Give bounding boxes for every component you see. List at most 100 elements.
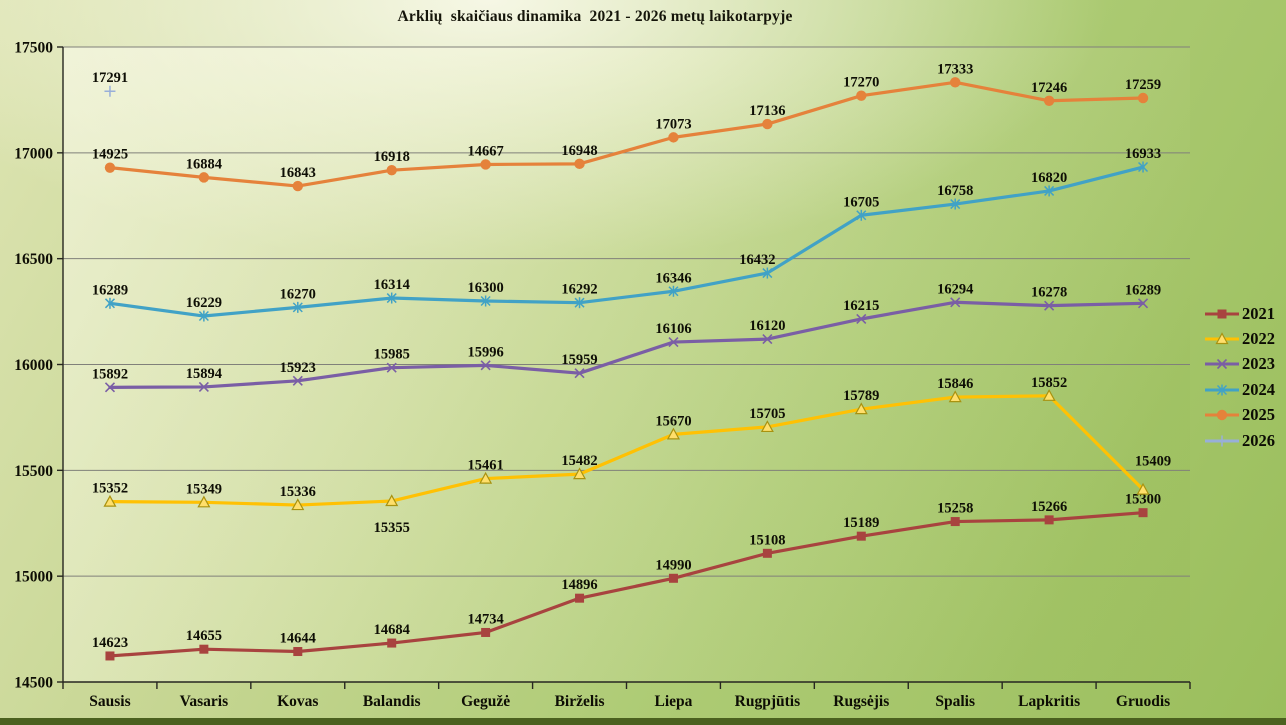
- y-axis-tick-label: 16000: [14, 357, 53, 374]
- data-point-label: 16270: [280, 286, 316, 302]
- data-point-label: 17246: [1031, 80, 1067, 96]
- data-point-label: 15266: [1031, 499, 1067, 515]
- legend-item-2021: 2021: [1204, 301, 1275, 326]
- x-axis-category-label: Vasaris: [180, 693, 229, 710]
- data-point-label: 16346: [655, 270, 691, 286]
- data-point-label: 14925: [92, 147, 128, 163]
- data-point-label: 14623: [92, 635, 128, 651]
- y-axis-tick-label: 14500: [14, 675, 53, 692]
- data-point-label: 14667: [468, 143, 504, 159]
- gridlines: [63, 46, 1190, 577]
- data-point-label: 15670: [655, 413, 691, 429]
- data-point-label: 15336: [280, 484, 316, 500]
- x-axis-category-label: Rugpjūtis: [735, 693, 800, 710]
- legend-item-2025: 2025: [1204, 403, 1275, 428]
- data-point-label: 15959: [561, 352, 597, 368]
- axes: 14500 15000 15500 16000 16500 17000 17500 Sausi…: [14, 40, 1191, 710]
- x-axis-category-label: Gruodis: [1116, 693, 1170, 710]
- series-2026: 17291: [92, 70, 128, 97]
- data-point-label: 16215: [843, 298, 879, 314]
- data-point-label: 15852: [1031, 375, 1067, 391]
- data-point-label: 15409: [1135, 454, 1171, 470]
- x-axis-category-label: Birželis: [555, 693, 605, 710]
- data-point-label: 15892: [92, 366, 128, 382]
- legend-marker-2022-icon: [1205, 332, 1239, 345]
- data-point-label: 17270: [843, 75, 879, 91]
- legend-label: 2021: [1242, 303, 1275, 323]
- data-point-label: 16120: [749, 318, 785, 334]
- data-point-label: 17259: [1125, 77, 1161, 93]
- data-point-label: 15985: [374, 347, 410, 363]
- data-point-label: 15258: [937, 501, 973, 517]
- data-point-label: 16843: [280, 165, 316, 181]
- data-point-label: 14990: [655, 557, 691, 573]
- data-point-label: 16884: [186, 156, 222, 172]
- x-axis-category-label: Kovas: [277, 693, 318, 710]
- legend-label: 2026: [1242, 430, 1275, 450]
- data-point-label: 15300: [1125, 492, 1161, 508]
- y-axis-tick-label: 17500: [14, 40, 53, 57]
- data-point-label: 14644: [280, 631, 316, 647]
- legend-marker-2021-icon: [1205, 309, 1239, 319]
- legend-label: 2024: [1242, 379, 1275, 399]
- data-point-label: 15894: [186, 366, 222, 382]
- legend-label: 2022: [1242, 329, 1275, 349]
- x-axis-category-label: Rugsėjis: [833, 693, 889, 710]
- data-point-label: 14684: [374, 622, 410, 638]
- y-axis-tick-label: 17000: [14, 145, 53, 162]
- data-point-label: 16229: [186, 295, 222, 311]
- legend-item-2022: 2022: [1204, 326, 1275, 351]
- data-point-label: 14734: [468, 611, 504, 627]
- legend-label: 2025: [1242, 405, 1275, 425]
- x-axis-category-label: Spalis: [935, 693, 975, 710]
- data-point-label: 16705: [843, 194, 879, 210]
- x-axis-category-label: Lapkritis: [1018, 693, 1080, 710]
- x-axis-category-label: Sausis: [89, 693, 130, 710]
- data-point-label: 15349: [186, 481, 222, 497]
- data-point-label: 15482: [561, 453, 597, 469]
- x-axis-category-label: Liepa: [655, 693, 693, 710]
- data-point-label: 15996: [468, 344, 504, 360]
- data-point-label: 17136: [749, 103, 785, 119]
- legend-item-2023: 2023: [1204, 352, 1275, 377]
- data-point-label: 14655: [186, 628, 222, 644]
- legend-item-2026: 2026: [1204, 428, 1275, 453]
- data-point-label: 15108: [749, 532, 785, 548]
- data-point-label: 16432: [739, 252, 775, 268]
- data-point-label: 15846: [937, 376, 973, 392]
- data-point-label: 17333: [937, 61, 973, 77]
- data-point-label: 17073: [655, 116, 691, 132]
- data-point-label: 16278: [1031, 285, 1067, 301]
- data-point-label: 14896: [561, 577, 597, 593]
- data-point-label: 15352: [92, 481, 128, 497]
- legend-marker-2026-icon: [1205, 435, 1239, 447]
- series-2021: 14623 14655 14644 14684 14734 14896 14990 15108…: [92, 492, 1161, 661]
- data-point-label: 16289: [92, 282, 128, 298]
- data-point-label: 15355: [374, 520, 410, 536]
- series-2022: 15352 15349 15336 15355 15461 15482 15670 15705…: [92, 375, 1171, 536]
- data-point-label: 16294: [937, 281, 973, 297]
- data-point-label: 16292: [561, 282, 597, 298]
- data-point-label: 15923: [280, 360, 316, 376]
- series-2023: 15892 15894 15923 15985 15996 15959 16106 16120…: [92, 281, 1161, 393]
- data-point-label: 17291: [92, 70, 128, 86]
- data-point-label: 16820: [1031, 170, 1067, 186]
- data-point-label: 16300: [468, 280, 504, 296]
- data-point-label: 16918: [374, 149, 410, 165]
- data-point-label: 15189: [843, 515, 879, 531]
- data-point-label: 16314: [374, 277, 410, 293]
- data-point-label: 16289: [1125, 282, 1161, 298]
- data-point-label: 15461: [468, 458, 504, 474]
- data-point-label: 16933: [1125, 146, 1161, 162]
- legend-item-2024: 2024: [1204, 377, 1275, 402]
- x-axis-category-label: Balandis: [363, 693, 421, 710]
- data-point-label: 15789: [843, 388, 879, 404]
- series-2025: 14925 16884 16843 16918 14667 16948 17073 17136…: [92, 61, 1161, 192]
- data-point-label: 16106: [655, 321, 691, 337]
- legend-marker-2024-icon: [1205, 384, 1239, 396]
- y-axis-tick-label: 16500: [14, 251, 53, 268]
- chart-title: Arklių skaičiaus dinamika 2021 - 2026 me…: [397, 8, 793, 25]
- legend-marker-2023-icon: [1205, 359, 1239, 370]
